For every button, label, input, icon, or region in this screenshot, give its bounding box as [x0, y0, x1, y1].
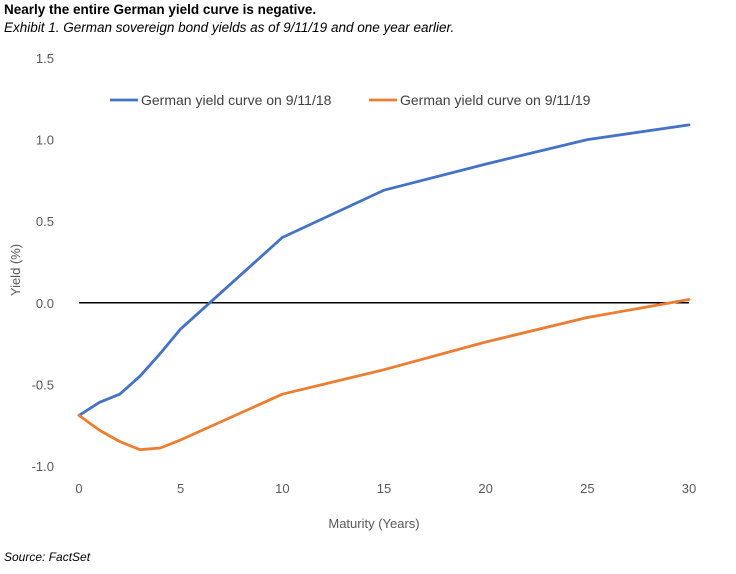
chart-title: Nearly the entire German yield curve is …	[4, 2, 317, 17]
y-tick-label: -0.5	[32, 377, 54, 392]
x-axis-ticks: 0 5 10 15 20 25 30	[75, 481, 696, 496]
legend-label-1: German yield curve on 9/11/18	[141, 92, 332, 108]
x-tick-label: 30	[682, 481, 696, 496]
x-tick-label: 25	[580, 481, 594, 496]
x-tick-label: 15	[377, 481, 391, 496]
series-lines	[77, 123, 691, 452]
x-tick-label: 10	[275, 481, 289, 496]
y-tick-label: 0.0	[36, 296, 54, 311]
x-axis-label: Maturity (Years)	[328, 516, 419, 531]
x-tick-label: 5	[177, 481, 184, 496]
series-line-1	[77, 123, 691, 417]
y-axis-label: Yield (%)	[8, 244, 23, 296]
y-tick-label: 1.0	[36, 133, 54, 148]
y-tick-label: 0.5	[36, 214, 54, 229]
y-tick-label: 1.5	[36, 51, 54, 66]
y-axis-ticks: -1.0 -0.5 0.0 0.5 1.0 1.5	[32, 51, 54, 474]
x-tick-label: 20	[478, 481, 492, 496]
series-line-2	[77, 298, 691, 452]
legend: German yield curve on 9/11/18 German yiel…	[110, 92, 591, 108]
y-tick-label: -1.0	[32, 459, 54, 474]
source-note: Source: FactSet	[4, 550, 91, 564]
legend-label-2: German yield curve on 9/11/19	[400, 92, 591, 108]
x-tick-label: 0	[75, 481, 82, 496]
chart-subtitle: Exhibit 1. German sovereign bond yields …	[4, 20, 455, 35]
